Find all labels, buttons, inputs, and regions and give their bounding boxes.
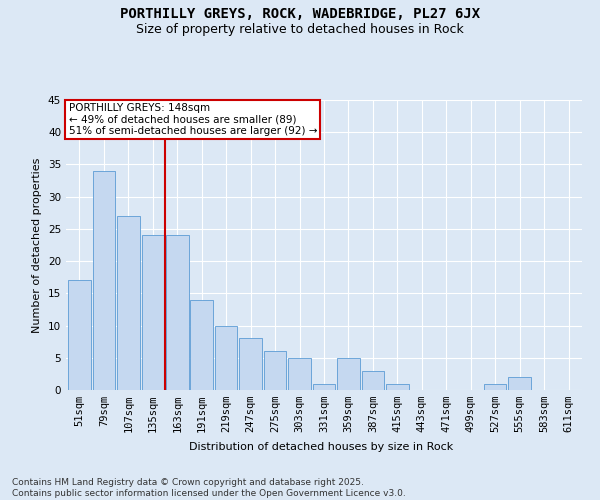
Bar	[484, 384, 506, 390]
Text: PORTHILLY GREYS: 148sqm
← 49% of detached houses are smaller (89)
51% of semi-de: PORTHILLY GREYS: 148sqm ← 49% of detache…	[68, 103, 317, 136]
Bar	[313, 384, 335, 390]
Bar	[337, 358, 360, 390]
Bar	[117, 216, 140, 390]
Text: Contains HM Land Registry data © Crown copyright and database right 2025.
Contai: Contains HM Land Registry data © Crown c…	[12, 478, 406, 498]
Bar	[264, 352, 286, 390]
Bar	[68, 280, 91, 390]
Text: PORTHILLY GREYS, ROCK, WADEBRIDGE, PL27 6JX: PORTHILLY GREYS, ROCK, WADEBRIDGE, PL27 …	[120, 8, 480, 22]
Bar	[239, 338, 262, 390]
Bar	[92, 171, 115, 390]
Y-axis label: Number of detached properties: Number of detached properties	[32, 158, 43, 332]
Bar	[190, 300, 213, 390]
Bar	[508, 377, 531, 390]
Text: Size of property relative to detached houses in Rock: Size of property relative to detached ho…	[136, 22, 464, 36]
Bar	[166, 236, 188, 390]
Bar	[215, 326, 238, 390]
Text: Distribution of detached houses by size in Rock: Distribution of detached houses by size …	[189, 442, 453, 452]
Bar	[288, 358, 311, 390]
Bar	[142, 236, 164, 390]
Bar	[362, 370, 384, 390]
Bar	[386, 384, 409, 390]
